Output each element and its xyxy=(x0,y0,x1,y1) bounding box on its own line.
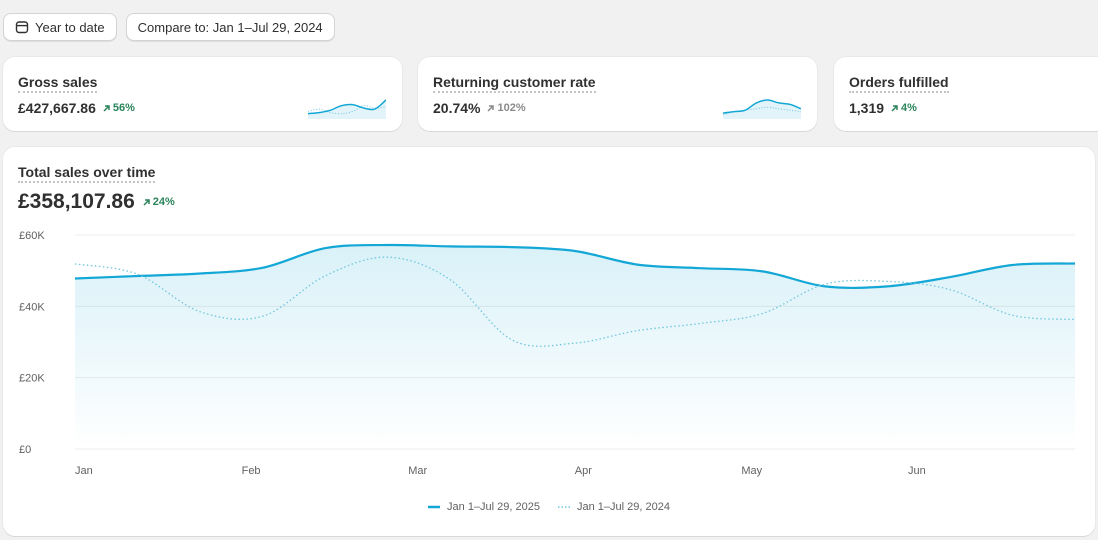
chart-trend-value: 24% xyxy=(152,196,175,208)
metric-title[interactable]: Returning customer rate xyxy=(433,74,596,93)
metric-card-gross-sales[interactable]: Gross sales £427,667.86 56% xyxy=(3,57,402,131)
legend-dotted-swatch xyxy=(558,506,570,508)
y-tick-label: £60K xyxy=(19,230,45,242)
metric-trend: 102% xyxy=(486,102,526,114)
legend-item-compare[interactable]: Jan 1–Jul 29, 2024 xyxy=(558,501,670,513)
report-toolbar: Year to date Compare to: Jan 1–Jul 29, 2… xyxy=(3,13,335,41)
metric-trend: 4% xyxy=(890,102,917,114)
series-line-compare xyxy=(74,256,1076,347)
x-tick-label: Apr xyxy=(575,465,592,477)
sparkline-area xyxy=(308,100,386,119)
metric-value: £427,667.86 xyxy=(18,100,96,116)
sparkline-area xyxy=(723,100,801,119)
x-tick-label: Feb xyxy=(242,465,261,477)
legend-label: Jan 1–Jul 29, 2025 xyxy=(447,501,540,513)
legend-solid-swatch xyxy=(428,505,441,509)
metric-trend-value: 4% xyxy=(901,102,917,114)
calendar-icon xyxy=(15,21,29,34)
y-tick-label: £40K xyxy=(19,301,45,313)
arrow-up-right-icon xyxy=(891,104,898,112)
date-range-label: Year to date xyxy=(35,19,105,35)
compare-label: Compare to: Jan 1–Jul 29, 2024 xyxy=(137,19,323,35)
metric-trend-value: 56% xyxy=(112,102,135,114)
x-tick-label: Jun xyxy=(908,465,926,477)
metric-value: 1,319 xyxy=(849,100,885,116)
sparkline-current xyxy=(723,99,801,114)
total-sales-card: Total sales over time £358,107.86 24% £0… xyxy=(3,147,1095,536)
metric-value-row: 20.74% 102% xyxy=(433,100,526,116)
metric-sparkline xyxy=(308,99,386,119)
arrow-up-right-icon xyxy=(487,104,495,112)
chart-title[interactable]: Total sales over time xyxy=(18,164,156,183)
metric-sparkline xyxy=(723,99,801,119)
sales-line-chart[interactable]: £0 £20K £40K £60K Jan Feb Mar Apr May Jun xyxy=(3,147,1095,487)
metric-trend-value: 102% xyxy=(497,102,526,114)
x-tick-label: Jan xyxy=(75,465,93,477)
legend-label: Jan 1–Jul 29, 2024 xyxy=(577,501,670,513)
sparkline-current xyxy=(308,99,386,115)
arrow-up-right-icon xyxy=(143,198,150,206)
y-tick-label: £0 xyxy=(19,444,31,456)
sparkline-compare xyxy=(723,106,801,116)
y-tick-label: £20K xyxy=(19,373,45,385)
metric-title[interactable]: Gross sales xyxy=(18,74,98,93)
compare-button[interactable]: Compare to: Jan 1–Jul 29, 2024 xyxy=(125,13,335,41)
chart-legend: Jan 1–Jul 29, 2025 Jan 1–Jul 29, 2024 xyxy=(3,501,1095,513)
metric-value-row: £427,667.86 56% xyxy=(18,100,135,116)
date-range-button[interactable]: Year to date xyxy=(3,13,117,41)
series-line-current xyxy=(74,243,1076,289)
chart-trend: 24% xyxy=(142,196,175,208)
series-area xyxy=(75,244,1075,449)
metric-trend: 56% xyxy=(102,102,135,114)
chart-total-row: £358,107.86 24% xyxy=(18,190,175,214)
x-tick-label: May xyxy=(741,465,762,477)
chart-total-value: £358,107.86 xyxy=(18,190,135,213)
metric-card-orders-fulfilled[interactable]: Orders fulfilled 1,319 4% xyxy=(834,57,1098,131)
sparkline-compare xyxy=(308,105,386,115)
metric-card-returning-customer-rate[interactable]: Returning customer rate 20.74% 102% xyxy=(418,57,817,131)
legend-item-current[interactable]: Jan 1–Jul 29, 2025 xyxy=(428,501,540,513)
metric-value: 20.74% xyxy=(433,100,481,116)
metric-title[interactable]: Orders fulfilled xyxy=(849,74,949,93)
arrow-up-right-icon xyxy=(103,104,110,112)
metric-value-row: 1,319 4% xyxy=(849,100,917,116)
x-tick-label: Mar xyxy=(408,465,427,477)
